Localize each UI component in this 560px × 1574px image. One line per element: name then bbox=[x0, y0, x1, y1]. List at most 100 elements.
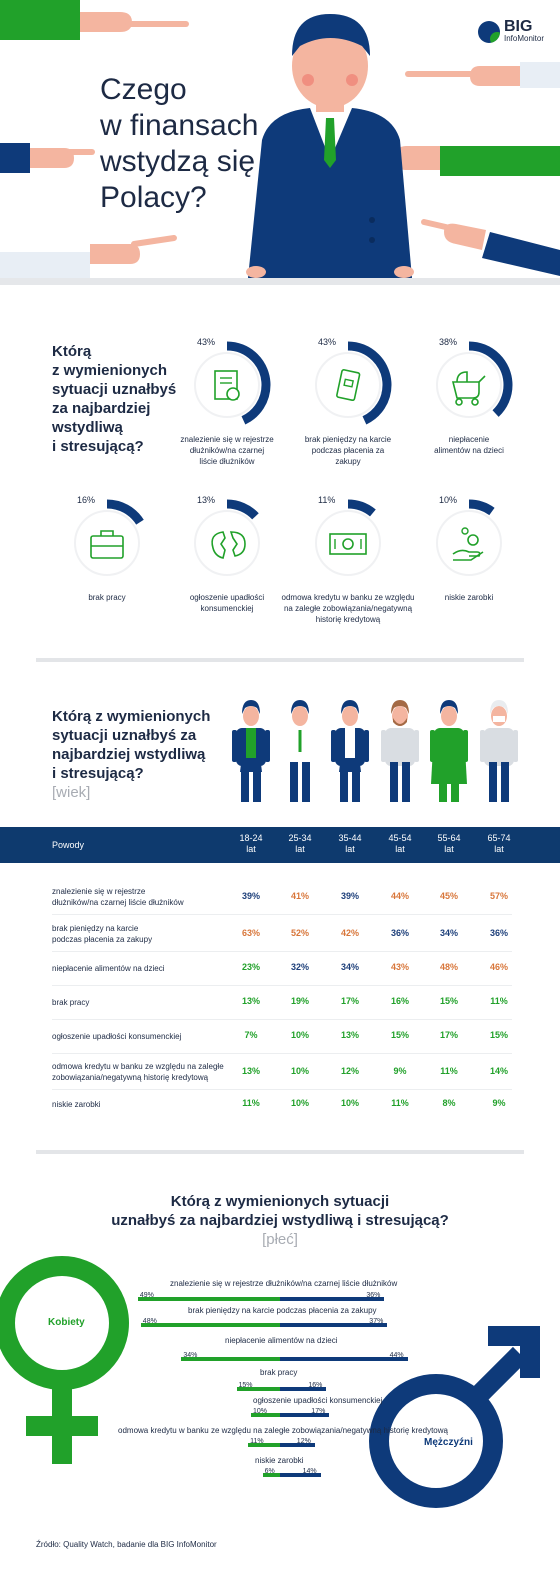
table-cell: 11% bbox=[242, 1098, 260, 1108]
table-cell: 15% bbox=[390, 1030, 409, 1040]
table-row-label: znalezienie się w rejestrze dłużników/na … bbox=[52, 886, 232, 908]
value-women: 48% bbox=[142, 1318, 157, 1325]
table-row-label: ogłoszenie upadłości konsumenckiej bbox=[52, 1031, 232, 1042]
row-label-line: niepłacenie alimentów na dzieci bbox=[52, 963, 165, 973]
value-women: 11% bbox=[250, 1438, 264, 1445]
gender-category-label: brak pracy bbox=[260, 1368, 298, 1377]
table-cell: 17% bbox=[439, 1030, 458, 1040]
donut-label: brak pieniędzy na karcie podczas płacenia… bbox=[273, 434, 423, 467]
donut-label: brak pracy bbox=[32, 592, 182, 603]
age-unit: lat bbox=[395, 844, 405, 854]
table-cell: 23% bbox=[241, 962, 260, 972]
table-cell: 63% bbox=[241, 928, 260, 938]
donut-label-line: liście dłużników bbox=[199, 457, 255, 466]
donut-label-line: znalezienie się w rejestrze bbox=[180, 435, 274, 444]
row-label-line: ogłoszenie upadłości konsumenckiej bbox=[52, 1031, 182, 1041]
businessman-figure bbox=[246, 14, 414, 278]
source-note: Źródło: Quality Watch, badanie dla BIG I… bbox=[36, 1540, 217, 1549]
section-divider bbox=[36, 1150, 524, 1154]
table-cell: 10% bbox=[290, 1066, 309, 1076]
question-line: i stresującą? bbox=[52, 765, 144, 782]
donut-track bbox=[194, 510, 260, 576]
table-cell: 32% bbox=[290, 962, 309, 972]
table-cell: 11% bbox=[440, 1066, 458, 1076]
value-men: 44% bbox=[389, 1352, 404, 1359]
logo-mark-icon bbox=[478, 20, 500, 43]
table-cell: 45% bbox=[439, 891, 458, 901]
gender-category-label: ogłoszenie upadłości konsumenckiej bbox=[253, 1396, 383, 1405]
broken-piggy-icon bbox=[211, 531, 246, 559]
table-header-band bbox=[0, 827, 560, 863]
age-range: 35-44 bbox=[338, 833, 362, 843]
value-men: 36% bbox=[366, 1292, 381, 1299]
male-symbol-icon bbox=[369, 1326, 540, 1508]
age-unit: lat bbox=[444, 844, 454, 854]
donut-percent: 11% bbox=[318, 495, 336, 505]
pointing-hand-left-middle bbox=[0, 143, 95, 173]
card-icon bbox=[336, 369, 361, 402]
pointing-hand-bottom-left bbox=[0, 235, 177, 278]
table-cell: 16% bbox=[390, 996, 409, 1006]
row-label-line: podczas płacenia za zakupy bbox=[52, 935, 153, 944]
table-cell: 13% bbox=[340, 1030, 359, 1040]
table-row-label: niskie zarobki bbox=[52, 1099, 232, 1110]
table-cell: 39% bbox=[241, 891, 260, 901]
donut-percent: 16% bbox=[77, 495, 96, 505]
value-men: 17% bbox=[311, 1408, 326, 1415]
gender-category-label: odmowa kredytu w banku ze względu na zal… bbox=[118, 1426, 448, 1435]
donut-label: niskie zarobki bbox=[394, 592, 544, 603]
floor-strip bbox=[0, 278, 560, 285]
donut-label-line: ogłoszenie upadłości bbox=[189, 593, 265, 602]
table-cell: 48% bbox=[439, 962, 458, 972]
age-column-header: 35-44 lat bbox=[330, 833, 370, 855]
row-label-line: odmowa kredytu w banku ze względu na zal… bbox=[52, 1062, 224, 1071]
donut-label-line: niepłacenie bbox=[448, 435, 490, 444]
bar-women bbox=[251, 1413, 280, 1417]
table-cell: 15% bbox=[439, 996, 458, 1006]
table-cell: 19% bbox=[290, 996, 309, 1006]
bar-men bbox=[280, 1297, 385, 1301]
value-women: 15% bbox=[238, 1382, 253, 1389]
donut-label-line: brak pieniędzy na karcie bbox=[304, 435, 392, 444]
age-column-header: 55-64 lat bbox=[429, 833, 469, 855]
donut-chart bbox=[425, 499, 513, 587]
age-column-header: 18-24 lat bbox=[231, 833, 271, 855]
bar-men bbox=[280, 1473, 321, 1477]
donut-chart bbox=[63, 499, 151, 587]
table-cell: 46% bbox=[489, 962, 508, 972]
logo-text: BIG bbox=[504, 18, 533, 35]
donut-label: ogłoszenie upadłości konsumenckiej bbox=[152, 592, 302, 614]
title-line: Polacy? bbox=[100, 181, 207, 214]
title-line: w finansach bbox=[100, 109, 259, 142]
table-row-label: brak pieniędzy na karcie podczas płacenia… bbox=[52, 923, 232, 945]
big-infomonitor-logo: BIG InfoMonitor bbox=[478, 18, 544, 43]
bar-men bbox=[280, 1443, 315, 1447]
gender-category-label: niskie zarobki bbox=[255, 1456, 304, 1465]
question-line: z wymienionych bbox=[52, 362, 168, 379]
table-cell: 11% bbox=[490, 996, 508, 1006]
donut-arc bbox=[425, 341, 513, 429]
table-cell: 34% bbox=[439, 928, 458, 938]
table-cell: 34% bbox=[340, 962, 359, 972]
section2-subtitle: [wiek] bbox=[52, 784, 91, 801]
donut-label-line: alimentów na dzieci bbox=[434, 446, 504, 455]
bar-women bbox=[181, 1357, 280, 1361]
table-cell: 10% bbox=[340, 1098, 359, 1108]
pointing-hand-top-left bbox=[0, 0, 189, 40]
question-line: Którą bbox=[52, 343, 92, 360]
donut-label-line: niskie zarobki bbox=[444, 593, 494, 602]
donut-arc bbox=[63, 499, 151, 587]
legend-men: Mężczyźni bbox=[424, 1437, 473, 1448]
pointing-hand-right-top bbox=[405, 62, 560, 88]
table-cell: 9% bbox=[393, 1066, 407, 1076]
value-women: 10% bbox=[253, 1408, 268, 1415]
table-cell: 39% bbox=[340, 891, 359, 901]
table-cell: 13% bbox=[241, 1066, 260, 1076]
donut-percent: 13% bbox=[197, 495, 216, 505]
donut-track bbox=[436, 352, 502, 418]
table-row-divider bbox=[52, 1089, 512, 1090]
person-figure-icon bbox=[281, 700, 319, 802]
donut-label-line: brak pracy bbox=[88, 593, 126, 602]
row-label-line: znalezienie się w rejestrze bbox=[52, 887, 146, 896]
table-row-divider bbox=[52, 914, 512, 915]
